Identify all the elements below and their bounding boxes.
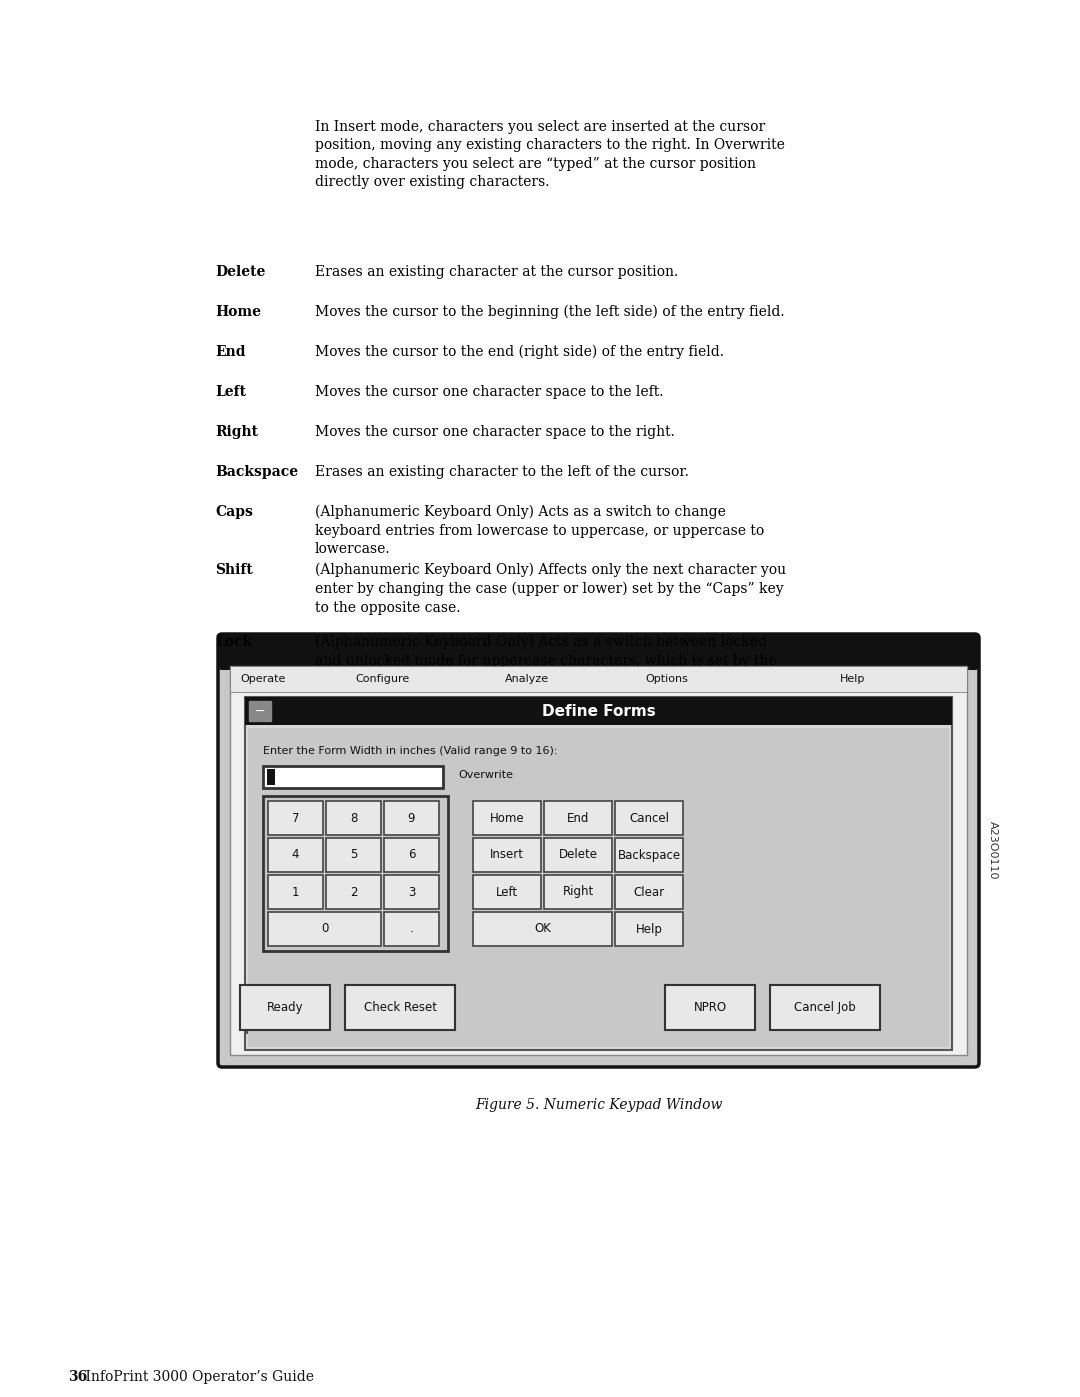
Bar	[615, 875, 683, 909]
Text: 7: 7	[292, 812, 299, 824]
Text: Options: Options	[645, 673, 688, 685]
Bar	[544, 875, 612, 909]
Bar	[245, 697, 951, 1051]
Text: Insert: Insert	[490, 848, 524, 862]
Text: Check Reset: Check Reset	[364, 1002, 436, 1014]
Text: .: .	[409, 922, 414, 936]
Text: (Alphanumeric Keyboard Only) Acts as a switch between locked
and unlocked mode f: (Alphanumeric Keyboard Only) Acts as a s…	[315, 636, 777, 686]
Bar	[244, 989, 334, 1034]
Bar	[230, 666, 967, 1055]
Bar	[473, 875, 541, 909]
Text: 0: 0	[321, 922, 328, 936]
Text: Erases an existing character to the left of the cursor.: Erases an existing character to the left…	[315, 465, 689, 479]
Text: Operate: Operate	[240, 673, 285, 685]
Text: (Alphanumeric Keyboard Only) Acts as a switch to change
keyboard entries from lo: (Alphanumeric Keyboard Only) Acts as a s…	[315, 504, 765, 556]
Text: Analyze: Analyze	[505, 673, 549, 685]
Text: InfoPrint 3000 Operator’s Guide: InfoPrint 3000 Operator’s Guide	[68, 1370, 314, 1384]
Text: Enter the Form Width in inches (Valid range 9 to 16):: Enter the Form Width in inches (Valid ra…	[264, 746, 557, 756]
Text: Delete: Delete	[215, 265, 266, 279]
Bar	[326, 838, 381, 872]
Text: Cancel: Cancel	[629, 812, 669, 824]
Text: OK: OK	[535, 922, 551, 936]
Text: 3: 3	[408, 886, 415, 898]
Bar	[774, 989, 885, 1034]
Text: A23O0110: A23O0110	[988, 821, 998, 880]
Bar	[268, 875, 323, 909]
Text: 1: 1	[292, 886, 299, 898]
Bar	[669, 989, 759, 1034]
Text: End: End	[567, 812, 590, 824]
Text: Lock: Lock	[215, 636, 252, 650]
Text: Figure 5. Numeric Keypad Window: Figure 5. Numeric Keypad Window	[475, 1098, 723, 1112]
Bar	[268, 838, 323, 872]
Bar	[544, 800, 612, 835]
Bar	[384, 912, 438, 946]
Bar	[615, 838, 683, 872]
Bar	[473, 912, 612, 946]
Text: Right: Right	[563, 886, 594, 898]
Text: Ready: Ready	[267, 1002, 303, 1014]
Text: Cancel Job: Cancel Job	[794, 1002, 855, 1014]
Text: Delete: Delete	[558, 848, 597, 862]
Text: 4: 4	[292, 848, 299, 862]
Bar	[384, 800, 438, 835]
Bar	[240, 985, 330, 1030]
Bar	[615, 800, 683, 835]
Text: In Insert mode, characters you select are inserted at the cursor
position, movin: In Insert mode, characters you select ar…	[315, 120, 785, 189]
Text: Help: Help	[635, 922, 662, 936]
Text: 8: 8	[350, 812, 357, 824]
Bar	[249, 701, 271, 721]
Text: 6: 6	[408, 848, 415, 862]
Bar	[345, 985, 455, 1030]
Text: Configure: Configure	[355, 673, 409, 685]
Text: Left: Left	[215, 386, 246, 400]
Bar	[268, 912, 381, 946]
Bar	[473, 838, 541, 872]
Text: 2: 2	[350, 886, 357, 898]
Bar	[384, 838, 438, 872]
Text: 36: 36	[68, 1370, 87, 1384]
Text: Help: Help	[840, 673, 865, 685]
Bar	[544, 838, 612, 872]
Text: 9: 9	[408, 812, 415, 824]
Text: −: −	[255, 704, 266, 718]
Bar	[264, 796, 448, 951]
Bar	[268, 800, 323, 835]
Bar	[615, 912, 683, 946]
Text: Define Forms: Define Forms	[542, 704, 656, 718]
Text: (Alphanumeric Keyboard Only) Affects only the next character you
enter by changi: (Alphanumeric Keyboard Only) Affects onl…	[315, 563, 786, 615]
Bar	[473, 800, 541, 835]
Bar	[326, 800, 381, 835]
FancyBboxPatch shape	[218, 634, 978, 1067]
Text: Shift: Shift	[215, 563, 253, 577]
Bar	[770, 985, 880, 1030]
Text: Moves the cursor to the end (right side) of the entry field.: Moves the cursor to the end (right side)…	[315, 345, 724, 359]
Text: Moves the cursor to the beginning (the left side) of the entry field.: Moves the cursor to the beginning (the l…	[315, 305, 785, 320]
Text: Right: Right	[215, 425, 258, 439]
Text: 5: 5	[350, 848, 357, 862]
Bar	[230, 666, 967, 692]
Text: Left: Left	[496, 886, 518, 898]
Bar	[245, 697, 951, 725]
Text: NPRO: NPRO	[693, 1002, 727, 1014]
Text: Caps: Caps	[215, 504, 253, 520]
Text: Moves the cursor one character space to the right.: Moves the cursor one character space to …	[315, 425, 675, 439]
Text: Clear: Clear	[634, 886, 664, 898]
Text: Erases an existing character at the cursor position.: Erases an existing character at the curs…	[315, 265, 678, 279]
Bar	[384, 875, 438, 909]
Text: Backspace: Backspace	[618, 848, 680, 862]
Text: Home: Home	[489, 812, 524, 824]
Bar	[248, 728, 949, 1046]
Text: End: End	[215, 345, 245, 359]
Bar	[665, 985, 755, 1030]
Bar	[349, 989, 459, 1034]
FancyBboxPatch shape	[218, 634, 978, 671]
Text: Backspace: Backspace	[215, 465, 298, 479]
Text: Moves the cursor one character space to the left.: Moves the cursor one character space to …	[315, 386, 663, 400]
Text: Overwrite: Overwrite	[458, 770, 513, 780]
Bar	[326, 875, 381, 909]
Text: Home: Home	[215, 305, 261, 319]
Bar	[264, 766, 443, 788]
Bar	[267, 768, 275, 785]
